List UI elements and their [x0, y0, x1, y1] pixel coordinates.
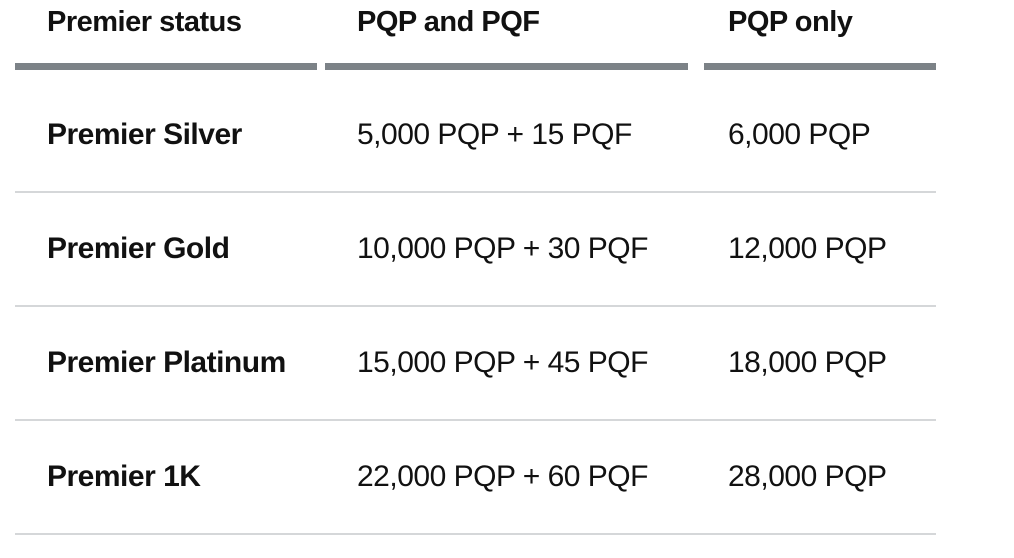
- header-rule: [15, 63, 317, 70]
- row-label: Premier Silver: [47, 118, 242, 151]
- cell: 10,000 PQP + 30 PQF: [357, 232, 648, 265]
- row-rule: [15, 419, 936, 421]
- header-rule: [704, 63, 936, 70]
- column-header: PQP and PQF: [357, 6, 540, 38]
- row-label: Premier 1K: [47, 460, 201, 493]
- cell: 22,000 PQP + 60 PQF: [357, 460, 648, 493]
- cell: 15,000 PQP + 45 PQF: [357, 346, 648, 379]
- cell: 6,000 PQP: [728, 118, 871, 151]
- row-label: Premier Platinum: [47, 346, 286, 379]
- row-label: Premier Gold: [47, 232, 230, 265]
- cell: 12,000 PQP: [728, 232, 887, 265]
- header-rule: [325, 63, 688, 70]
- cell: 28,000 PQP: [728, 460, 887, 493]
- row-rule: [15, 191, 936, 193]
- row-rule: [15, 533, 936, 535]
- cell: 18,000 PQP: [728, 346, 887, 379]
- column-header: PQP only: [728, 6, 853, 38]
- column-header: Premier status: [47, 6, 242, 38]
- row-rule: [15, 305, 936, 307]
- cell: 5,000 PQP + 15 PQF: [357, 118, 632, 151]
